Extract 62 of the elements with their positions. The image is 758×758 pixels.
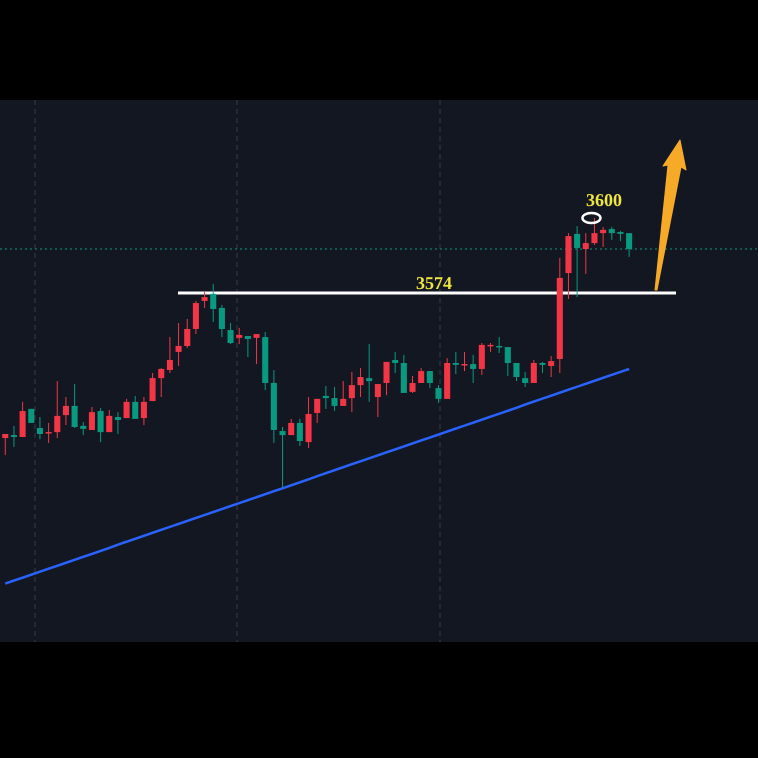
- candlestick: [608, 226, 615, 240]
- candlestick: [452, 351, 459, 375]
- candlestick: [62, 396, 69, 426]
- candlestick: [184, 318, 190, 348]
- candlestick: [296, 418, 303, 446]
- candlestick: [348, 371, 355, 413]
- candlestick: [340, 380, 346, 406]
- candlestick: [114, 412, 121, 434]
- candlestick: [254, 334, 260, 365]
- candlestick: [28, 408, 34, 424]
- candlestick: [210, 283, 216, 322]
- candlestick: [470, 354, 476, 384]
- candlestick: [314, 398, 320, 424]
- candlestick: [236, 327, 242, 345]
- candlestick: [435, 384, 442, 404]
- candlestick: [530, 360, 537, 384]
- candlestick: [228, 322, 234, 345]
- candlestick: [140, 396, 147, 426]
- candlestick: [166, 336, 173, 374]
- candlestick: [244, 335, 251, 358]
- annotation: 3574: [416, 273, 452, 293]
- candlestick: [322, 385, 329, 410]
- candlestick: [383, 361, 390, 396]
- candlestick: [280, 426, 286, 488]
- candlestick: [36, 416, 43, 440]
- candlestick: [176, 322, 182, 366]
- candlestick: [106, 409, 112, 433]
- candlestick: [461, 351, 468, 372]
- candlestick: [539, 361, 546, 374]
- candlestick: [392, 351, 398, 374]
- candlestick: [591, 218, 598, 246]
- candlestick: [426, 370, 433, 389]
- candlestick: [88, 406, 95, 430]
- candlestick: [418, 368, 424, 384]
- candlestick: [124, 398, 130, 419]
- candlestick: [600, 226, 606, 248]
- candlestick: [218, 304, 225, 338]
- candlestick: [409, 375, 416, 394]
- candlestick: [522, 371, 528, 388]
- candlestick: [10, 425, 17, 448]
- candlestick: [513, 362, 520, 382]
- candlestick: [374, 384, 381, 418]
- candlestick: [202, 291, 208, 308]
- candlestick: [80, 422, 86, 436]
- candlestick: [357, 368, 364, 398]
- candlestick: [2, 434, 8, 456]
- candlestick: [132, 395, 138, 420]
- candlestick: [496, 336, 502, 354]
- candlestick: [366, 344, 372, 402]
- candlestick: [288, 418, 294, 436]
- candlestick: [158, 368, 164, 398]
- candlestick: [150, 372, 156, 402]
- candlestick: [72, 384, 78, 429]
- text: 3600: [586, 190, 622, 210]
- candlestick: [504, 346, 511, 376]
- candlestick: [617, 230, 624, 242]
- candlestick: [98, 408, 104, 443]
- candlestick: [548, 355, 554, 378]
- candlestick: [331, 386, 338, 412]
- candlestick: [54, 380, 60, 439]
- candlestick: [46, 422, 52, 444]
- candlestick: [582, 232, 589, 274]
